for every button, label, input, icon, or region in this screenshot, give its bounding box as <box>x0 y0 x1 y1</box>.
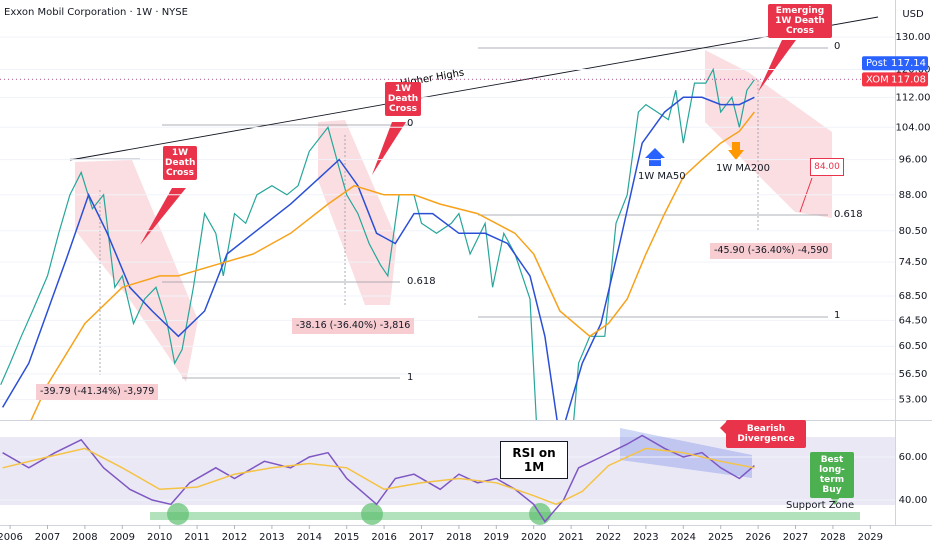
x-tick-label: 2007 <box>35 532 60 543</box>
annotation: 0.618 <box>407 276 436 287</box>
chart-title: Exxon Mobil Corporation · 1W · NYSE <box>4 7 188 18</box>
y-tick-label: 40.00 <box>899 495 928 506</box>
annotation: 1 <box>407 372 414 383</box>
x-tick-label: 2011 <box>184 532 209 543</box>
x-tick-label: 2019 <box>484 532 509 543</box>
annotation: 1W Death Cross <box>163 146 197 180</box>
channel <box>705 50 832 218</box>
x-tick-label: 2008 <box>72 532 97 543</box>
currency: USD <box>902 9 924 20</box>
measure-label: -38.16 (-36.40%) -3,816 <box>292 318 415 334</box>
y-tick-label: 88.00 <box>899 190 928 201</box>
fib-lines <box>70 47 828 379</box>
annotation: 0 <box>834 41 841 52</box>
y-tick-label: 130.00 <box>896 32 931 43</box>
y-tick-label: 60.00 <box>899 452 928 463</box>
trend-line <box>69 16 879 161</box>
y-tick-label: 112.00 <box>896 92 931 103</box>
price-tag-value: 117.08 <box>891 74 926 85</box>
y-tick-label: 80.50 <box>899 226 928 237</box>
y-tick-label: 53.00 <box>899 395 928 406</box>
annotation: RSI on 1M <box>500 441 568 479</box>
x-tick-label: 2029 <box>858 532 883 543</box>
annotation: 0.618 <box>834 209 863 220</box>
x-tick-label: 2013 <box>259 532 284 543</box>
y-tick-label: 56.50 <box>899 369 928 380</box>
measure-label: -45.90 (-36.40%) -4,590 <box>710 243 833 259</box>
price-tag <box>862 56 928 71</box>
buy-circle <box>361 503 383 525</box>
x-tick-label: 2012 <box>222 532 247 543</box>
series-line <box>1 96 755 420</box>
series-line <box>0 67 755 420</box>
plot-area <box>2 434 755 523</box>
x-tick-label: 2020 <box>521 532 546 543</box>
buy-circle <box>167 503 189 525</box>
x-tick-label: 2016 <box>371 532 396 543</box>
price-tag-name: Post <box>866 58 887 69</box>
annotation: 1W MA50 <box>638 171 686 182</box>
annotation: 0 <box>407 118 414 129</box>
x-tick-label: 2014 <box>297 532 322 543</box>
annotation: 1 <box>834 310 841 321</box>
annotation: 84.00 <box>810 158 844 176</box>
x-tick-label: 2015 <box>334 532 359 543</box>
annotation: Best long-term Buy <box>810 452 854 498</box>
x-tick-label: 2010 <box>147 532 172 543</box>
x-tick-label: 2009 <box>110 532 135 543</box>
x-tick-label: 2026 <box>745 532 770 543</box>
arrow <box>645 148 665 166</box>
x-tick-label: 2024 <box>671 532 696 543</box>
measure-label: -39.79 (-41.34%) -3,979 <box>36 384 159 400</box>
x-tick-label: 2025 <box>708 532 733 543</box>
annotation: Emerging 1W Death Cross <box>768 4 832 38</box>
pointer <box>372 122 406 175</box>
annotation: Support Zone <box>786 500 855 511</box>
y-tick-label: 74.50 <box>899 257 928 268</box>
x-tick-label: 2018 <box>446 532 471 543</box>
price-tag-name: XOM <box>866 74 889 85</box>
price-tag-value: 117.14 <box>891 58 926 69</box>
y-tick-label: 64.50 <box>899 315 928 326</box>
series-line <box>2 434 755 523</box>
y-tick-label: 96.00 <box>899 155 928 166</box>
series-line <box>30 111 755 420</box>
pointer <box>758 40 796 92</box>
x-tick-label: 2027 <box>783 532 808 543</box>
x-tick-label: 2023 <box>633 532 658 543</box>
plot-area <box>0 67 755 420</box>
x-tick-label: 2017 <box>409 532 434 543</box>
annotation: 1W Death Cross <box>385 82 421 116</box>
x-tick-label: 2022 <box>596 532 621 543</box>
annotation: 1W MA200 <box>716 163 770 174</box>
rsi-band <box>0 437 895 505</box>
arrow <box>728 142 744 160</box>
series-line <box>2 447 755 506</box>
y-tick-label: 68.50 <box>899 291 928 302</box>
support-zone <box>150 512 860 520</box>
y-tick-label: 104.00 <box>896 122 931 133</box>
price-tag <box>862 72 928 87</box>
x-tick-label: 2006 <box>0 532 23 543</box>
annotation: Bearish Divergence <box>726 420 806 448</box>
y-tick-label: 60.50 <box>899 341 928 352</box>
x-tick-label: 2028 <box>820 532 845 543</box>
x-tick-label: 2021 <box>558 532 583 543</box>
